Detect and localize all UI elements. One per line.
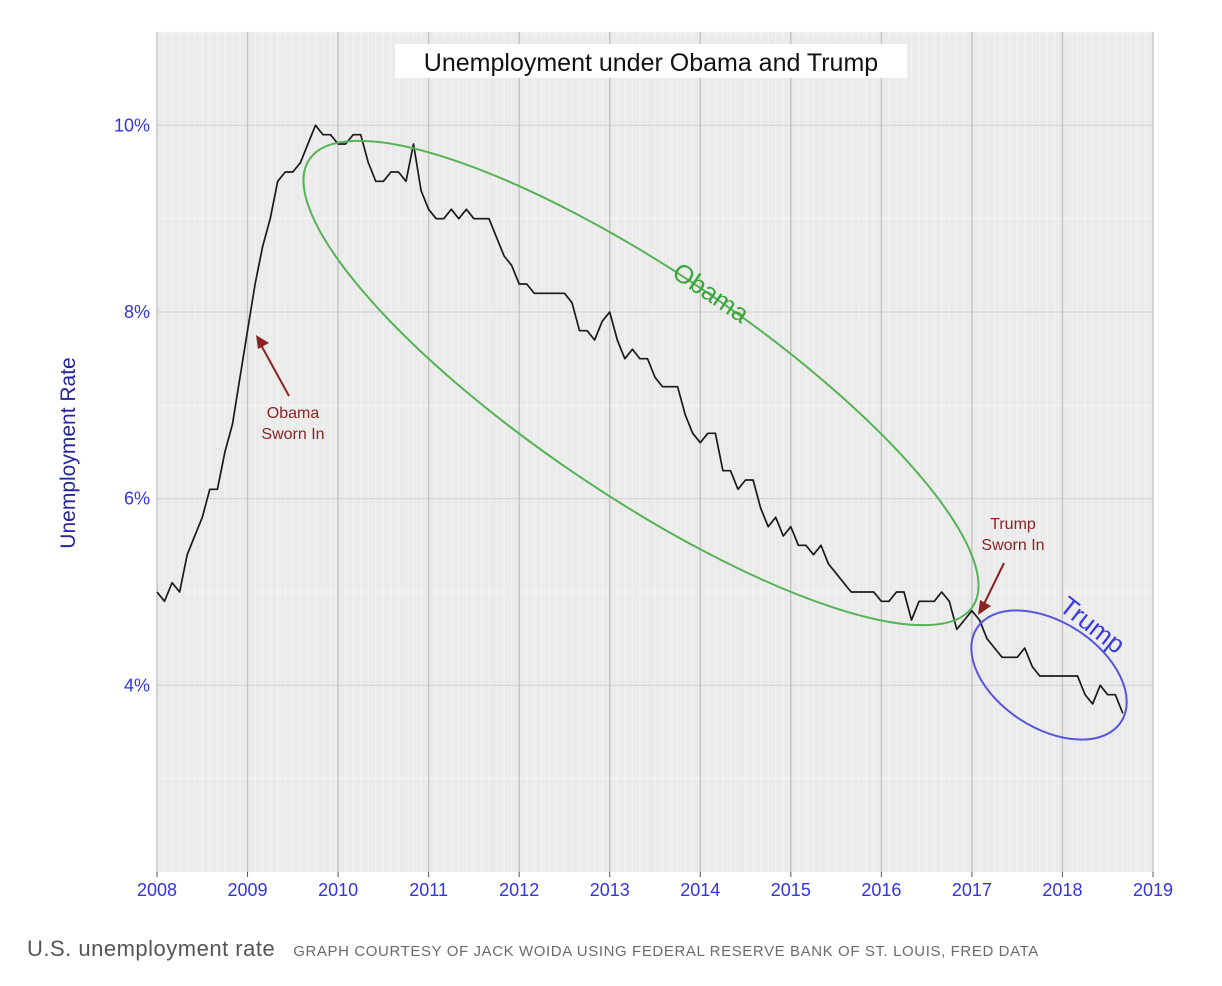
- y-tick-label: 6%: [124, 489, 150, 509]
- obama-sworn-in-label-line2: Sworn In: [261, 426, 324, 443]
- series-group: [156, 124, 1124, 714]
- x-tick-label: 2011: [409, 880, 448, 900]
- x-tick-label: 2015: [771, 880, 811, 900]
- y-axis-ticks: 4% 6% 8% 10%: [114, 115, 150, 695]
- caption-credit: GRAPH COURTESY OF JACK WOIDA USING FEDER…: [293, 943, 1039, 960]
- x-tick-label: 2019: [1133, 880, 1173, 900]
- unemployment-chart: 4%6%8%10% 2008 2009 2010 2011 2012 2013 2014 20…: [57, 31, 1173, 900]
- major-gridlines: [156, 32, 1154, 872]
- trump-sworn-in-arrowhead: [978, 600, 991, 615]
- chart-title-background: [395, 44, 907, 78]
- obama-sworn-in-arrow: [260, 344, 290, 397]
- x-axis-ticks: 2008 2009 2010 2011 2012 2013 2014 2015 2016 2017…: [137, 872, 1173, 900]
- x-tick-label: 2009: [228, 880, 268, 900]
- caption-title: U.S. unemployment rate: [27, 936, 276, 961]
- unemployment-rate-line: [156, 124, 1124, 714]
- trump-sworn-in-label-line1: Trump: [990, 516, 1036, 533]
- obama-sworn-in-label-line1: Obama: [267, 405, 320, 422]
- minor-gridlines: [157, 31, 1153, 872]
- figure-caption: U.S. unemployment rate GRAPH COURTESY OF…: [27, 936, 1217, 962]
- y-axis-label: Unemployment Rate: [57, 357, 80, 548]
- y-tick-label: 8%: [124, 302, 150, 322]
- x-tick-label: 2010: [318, 880, 358, 900]
- trump-sworn-in-label-line2: Sworn In: [981, 537, 1044, 554]
- x-tick-label: 2014: [680, 880, 720, 900]
- x-tick-label: 2008: [137, 880, 177, 900]
- x-tick-label: 2017: [952, 880, 992, 900]
- trump-ellipse: [970, 609, 1128, 741]
- x-tick-label: 2018: [1042, 880, 1082, 900]
- y-tick-label: 10%: [114, 115, 150, 135]
- x-tick-label: 2016: [861, 880, 901, 900]
- x-tick-label: 2012: [499, 880, 539, 900]
- y-tick-label: 4%: [124, 675, 150, 695]
- x-tick-label: 2013: [590, 880, 630, 900]
- obama-ellipse: [302, 139, 980, 627]
- obama-sworn-in-arrowhead: [256, 335, 269, 349]
- chart-title: Unemployment under Obama and Trump: [424, 49, 878, 77]
- trump-sworn-in-arrow: [983, 562, 1005, 605]
